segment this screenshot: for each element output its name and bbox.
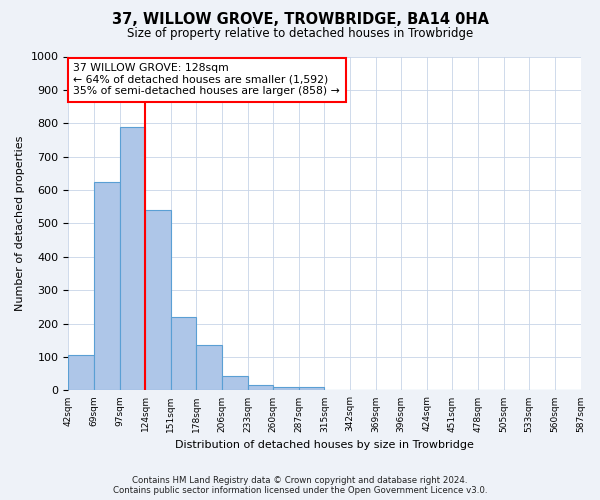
- Text: Contains HM Land Registry data © Crown copyright and database right 2024.
Contai: Contains HM Land Registry data © Crown c…: [113, 476, 487, 495]
- Bar: [299, 387, 325, 390]
- Bar: [94, 182, 119, 390]
- Bar: [145, 210, 171, 390]
- Bar: [248, 385, 273, 390]
- X-axis label: Distribution of detached houses by size in Trowbridge: Distribution of detached houses by size …: [175, 440, 474, 450]
- Text: Size of property relative to detached houses in Trowbridge: Size of property relative to detached ho…: [127, 28, 473, 40]
- Bar: [119, 126, 145, 390]
- Bar: [171, 317, 196, 390]
- Bar: [196, 346, 222, 391]
- Bar: [68, 356, 94, 390]
- Text: 37 WILLOW GROVE: 128sqm
← 64% of detached houses are smaller (1,592)
35% of semi: 37 WILLOW GROVE: 128sqm ← 64% of detache…: [73, 63, 340, 96]
- Y-axis label: Number of detached properties: Number of detached properties: [15, 136, 25, 311]
- Bar: [273, 387, 299, 390]
- Text: 37, WILLOW GROVE, TROWBRIDGE, BA14 0HA: 37, WILLOW GROVE, TROWBRIDGE, BA14 0HA: [112, 12, 488, 28]
- Bar: [222, 376, 248, 390]
